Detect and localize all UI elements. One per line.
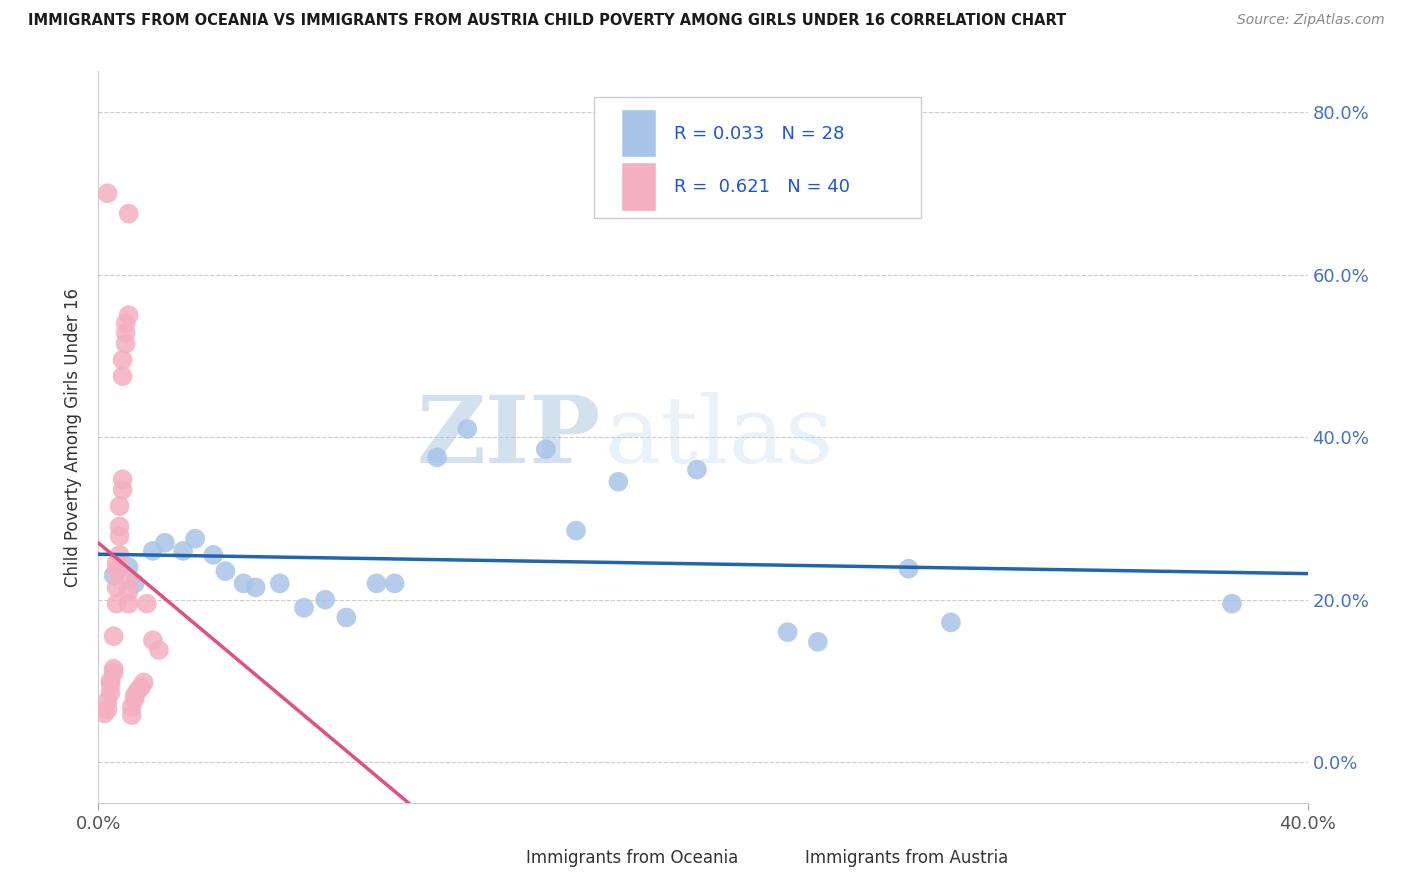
Point	[108, 548, 131, 562]
Point	[939, 615, 962, 630]
Point	[118, 584, 141, 599]
Point	[124, 691, 146, 706]
Point	[103, 568, 125, 582]
Point	[776, 625, 799, 640]
Point	[232, 576, 254, 591]
Point	[214, 564, 236, 578]
Point	[118, 560, 141, 574]
Point	[384, 576, 406, 591]
FancyBboxPatch shape	[485, 841, 512, 874]
FancyBboxPatch shape	[763, 841, 790, 874]
FancyBboxPatch shape	[621, 110, 655, 157]
Point	[103, 662, 125, 676]
Point	[108, 529, 131, 543]
Text: R =  0.621   N = 40: R = 0.621 N = 40	[673, 178, 851, 196]
Point	[118, 308, 141, 322]
FancyBboxPatch shape	[621, 163, 655, 211]
Point	[132, 675, 155, 690]
Text: Immigrants from Oceania: Immigrants from Oceania	[526, 848, 738, 867]
Point	[534, 442, 557, 457]
Point	[135, 597, 157, 611]
Point	[607, 475, 630, 489]
Point	[426, 450, 449, 465]
Point	[111, 472, 134, 486]
Point	[100, 673, 122, 688]
Point	[118, 597, 141, 611]
Point	[456, 422, 478, 436]
Text: ZIP: ZIP	[416, 392, 600, 482]
Point	[121, 708, 143, 723]
Point	[111, 483, 134, 497]
Point	[184, 532, 207, 546]
Point	[111, 352, 134, 367]
Point	[245, 581, 267, 595]
Text: Immigrants from Austria: Immigrants from Austria	[804, 848, 1008, 867]
Point	[100, 686, 122, 700]
Y-axis label: Child Poverty Among Girls Under 16: Child Poverty Among Girls Under 16	[65, 287, 83, 587]
Point	[202, 548, 225, 562]
Point	[142, 544, 165, 558]
Point	[897, 562, 920, 576]
Point	[153, 535, 176, 549]
Point	[129, 681, 152, 695]
Point	[96, 702, 118, 716]
Text: Source: ZipAtlas.com: Source: ZipAtlas.com	[1237, 13, 1385, 28]
Point	[103, 665, 125, 680]
Point	[124, 689, 146, 703]
Point	[807, 635, 830, 649]
Point	[1220, 597, 1243, 611]
Point	[335, 610, 357, 624]
Point	[93, 706, 115, 721]
Point	[148, 643, 170, 657]
Point	[366, 576, 388, 591]
Point	[292, 600, 315, 615]
Point	[118, 572, 141, 586]
Point	[103, 629, 125, 643]
FancyBboxPatch shape	[595, 97, 921, 218]
Point	[269, 576, 291, 591]
Point	[124, 576, 146, 591]
Point	[565, 524, 588, 538]
Point	[114, 326, 136, 340]
Point	[118, 206, 141, 220]
Point	[127, 683, 149, 698]
Point	[314, 592, 336, 607]
Point	[100, 678, 122, 692]
Point	[172, 544, 194, 558]
Point	[114, 316, 136, 330]
Point	[686, 462, 709, 476]
Point	[96, 186, 118, 201]
Text: R = 0.033   N = 28: R = 0.033 N = 28	[673, 125, 845, 143]
Point	[121, 699, 143, 714]
Point	[108, 499, 131, 513]
Point	[114, 336, 136, 351]
Point	[96, 694, 118, 708]
Point	[105, 564, 128, 578]
Point	[108, 519, 131, 533]
Point	[105, 581, 128, 595]
Point	[105, 597, 128, 611]
Point	[142, 633, 165, 648]
Point	[111, 369, 134, 384]
Text: IMMIGRANTS FROM OCEANIA VS IMMIGRANTS FROM AUSTRIA CHILD POVERTY AMONG GIRLS UND: IMMIGRANTS FROM OCEANIA VS IMMIGRANTS FR…	[28, 13, 1066, 29]
Text: atlas: atlas	[603, 392, 834, 482]
Point	[105, 556, 128, 570]
